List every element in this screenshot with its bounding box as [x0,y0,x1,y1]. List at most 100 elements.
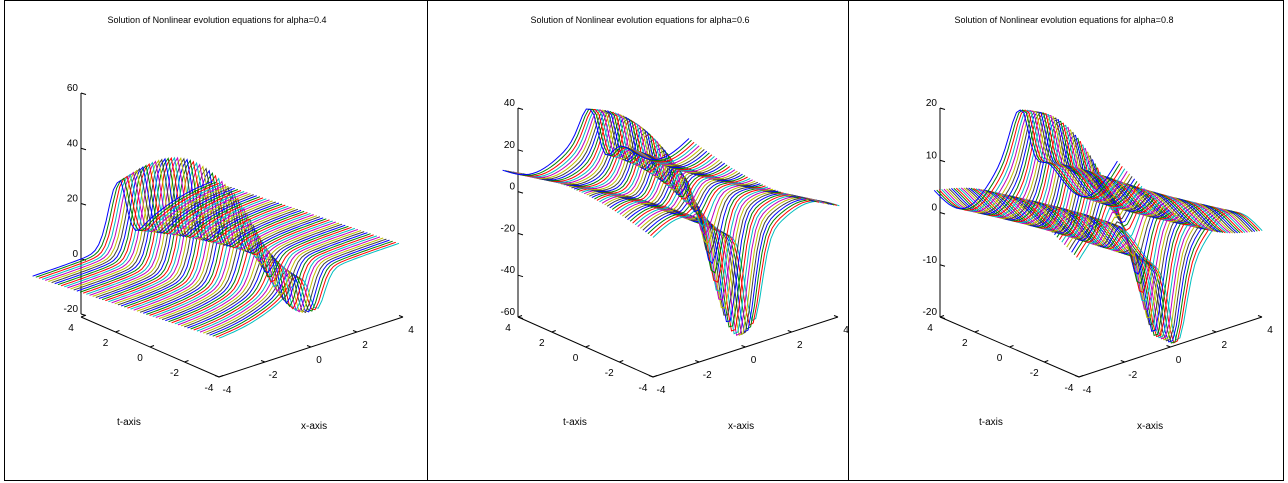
chart-panel-alpha-0.4: Solution of Nonlinear evolution equation… [4,0,428,481]
x-tick [398,315,404,318]
surface-curve [1078,211,1263,341]
surface-curve [502,108,690,176]
t-tick-label: 4 [505,323,511,334]
t-tick-label: -2 [1030,368,1039,379]
surface-curve [108,161,289,303]
x-tick-label: -4 [657,385,666,396]
surface-curve [997,151,1182,232]
x-tick-label: -2 [1128,370,1137,381]
t-tick-label: 4 [68,323,74,334]
x-axis-label: x-axis [728,421,754,432]
t-tick-label: 0 [997,353,1003,364]
surface-curve [139,186,321,313]
t-axis-label: t-axis [979,417,1003,428]
surface-curve [152,202,333,317]
surface-curve [143,190,324,314]
t-tick [115,330,120,333]
x-tick-label: 0 [751,355,757,366]
surface-curve [120,169,302,307]
z-tick [939,212,946,215]
surface-curve [38,175,220,279]
surface-curve [79,157,261,293]
chart-title: Solution of Nonlinear evolution equation… [955,15,1174,25]
t-tick [149,345,155,348]
x-tick-label: 4 [843,325,849,336]
surface-curve [86,156,267,295]
x-tick [260,360,266,363]
t-tick [619,360,624,363]
chart-title: Solution of Nonlinear evolution equation… [108,15,327,25]
surface-curve [82,156,264,294]
z-tick-label: -60 [501,307,516,318]
x-tick [352,330,358,333]
surface-curve [101,159,283,301]
x-tick [741,345,746,348]
z-tick-label: 0 [72,249,78,260]
t-tick [184,360,189,363]
t-tick [80,315,86,318]
x-tick [1166,345,1171,348]
x-tick [648,375,654,378]
chart-panel-alpha-0.6: Solution of Nonlinear evolution equation… [427,0,849,481]
surface-curve [983,131,1167,226]
surface-curve [938,109,1123,211]
x-tick [1120,360,1125,363]
t-tick [1009,345,1014,348]
surface-curve [98,158,280,299]
x-tick [214,375,220,378]
surface-curve [48,169,229,282]
surface-curve [51,167,232,284]
surface-curve [180,230,362,327]
surface-curve [948,110,1133,214]
surface-curve [512,109,700,179]
surface-curve [149,197,330,316]
surface-curve [212,240,393,337]
z-tick-label: 0 [509,182,515,193]
t-tick-label: -4 [1065,383,1074,394]
x-tick [833,315,839,318]
x-tick-label: 4 [1267,325,1273,336]
surface-curve [993,144,1177,230]
z-tick-label: 20 [504,140,516,151]
chart-panel-alpha-0.8: Solution of Nonlinear evolution equation… [848,0,1284,481]
surface-curve [92,156,273,297]
z-tick-label: -20 [923,307,938,318]
surface-curve [76,157,257,292]
t-tick [1078,375,1084,378]
surface-curve [161,219,343,321]
x-tick-label: -4 [223,385,232,396]
surface-curve [504,108,692,176]
surface-curve [530,113,718,184]
t-tick-label: -2 [170,368,179,379]
z-tick [939,107,946,110]
surface-curve [35,177,216,278]
surface-curve [105,160,286,302]
z-tick-label: 20 [926,98,938,109]
surface-curve [117,167,299,306]
x-tick [695,360,700,363]
z-tick [80,147,87,151]
x-tick-label: 0 [1176,355,1182,366]
z-tick-label: -20 [64,304,79,315]
x-tick-label: -4 [1083,385,1092,396]
z-tick [517,149,524,152]
surface-curve [111,163,292,304]
surface-curve [1051,203,1236,326]
surface-curve [136,183,318,312]
surface-curve [946,110,1131,213]
z-tick-label: -20 [501,223,516,234]
t-tick-label: 2 [962,338,968,349]
chart-title: Solution of Nonlinear evolution equation… [531,15,750,25]
surface-curve [515,109,703,179]
surface-curve [510,109,697,178]
surface-curve [127,174,308,309]
surface-curve [933,109,1118,210]
t-tick [652,375,658,378]
x-axis-label: x-axis [1137,421,1163,432]
z-tick-label: 40 [67,138,79,149]
x-tick [306,345,312,348]
t-tick-label: 4 [927,323,933,334]
t-tick [585,345,590,348]
surface-curve [45,171,226,281]
